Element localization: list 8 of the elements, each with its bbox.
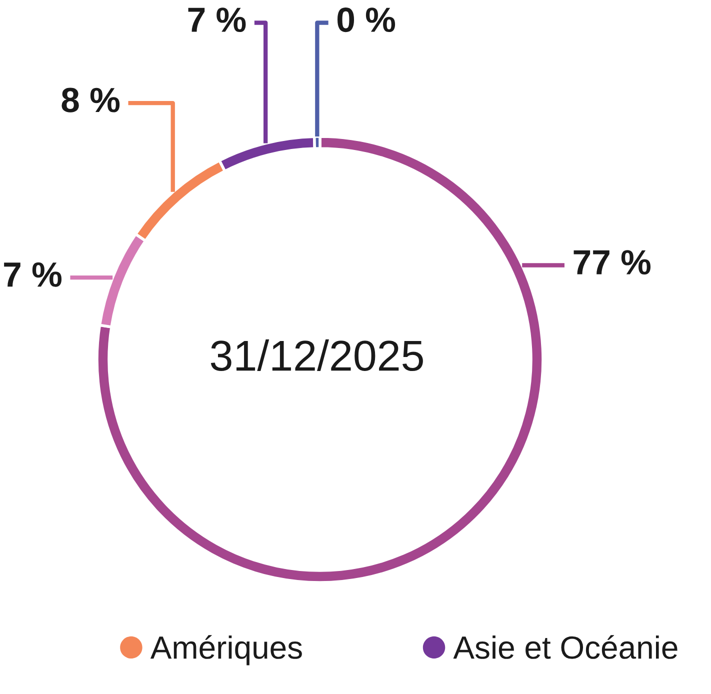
data-label: 7 %	[4, 262, 62, 287]
data-label: 8 %	[62, 88, 120, 112]
legend-label: Asie et Océanie	[453, 635, 678, 659]
data-label: 77 %	[574, 250, 651, 275]
text: 31/12/2025	[210, 339, 423, 372]
legend-label: Amériques	[150, 635, 302, 666]
data-label: 7 %	[188, 8, 246, 32]
data-label: 0 %	[338, 8, 396, 32]
